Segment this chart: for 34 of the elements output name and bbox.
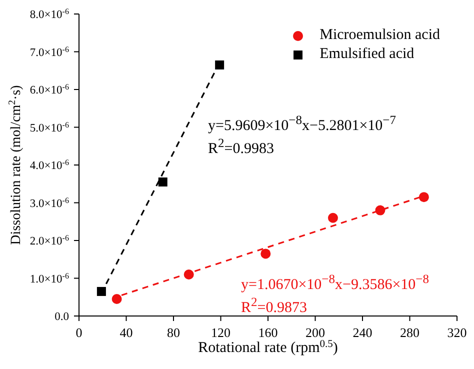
point xyxy=(112,294,122,304)
annotation: R$^{2}$=0.9873 xyxy=(241,295,307,316)
x-tick-label: 280 xyxy=(400,325,420,340)
x-tick-label: 320 xyxy=(447,325,467,340)
x-tick-label: 120 xyxy=(211,325,230,340)
legend-label: Emulsified acid xyxy=(320,46,414,63)
point xyxy=(215,60,224,70)
legend-label: Microemulsion acid xyxy=(320,27,440,44)
point xyxy=(96,286,106,296)
x-axis-title: Rotational rate (rpm$^{0.5}$) xyxy=(198,338,338,356)
y-tick-label: 5.0×10$^{-6}$ xyxy=(30,120,69,134)
point xyxy=(328,212,338,223)
annotation: R$^{2}$=0.9983 xyxy=(208,136,274,157)
y-tick-label: 4.0×10$^{-6}$ xyxy=(30,158,69,172)
y-tick-label: 2.0×10$^{-6}$ xyxy=(30,233,69,248)
x-tick-label: 0 xyxy=(76,325,82,340)
annotation: y=5.9609×10$^{−8}$x−5.2801×10$^{−7}$ xyxy=(208,113,396,134)
y-tick-label: 8.0×10$^{-6}$ xyxy=(30,6,69,21)
y-tick-label: 1.0×10$^{-6}$ xyxy=(30,270,69,286)
point xyxy=(375,205,386,216)
y-tick-label: 6.0×10$^{-6}$ xyxy=(30,82,69,96)
y-tick-label: 7.0×10$^{-6}$ xyxy=(30,44,69,59)
point xyxy=(260,248,271,259)
point xyxy=(418,192,429,202)
x-tick-label: 40 xyxy=(120,325,133,340)
x-tick-label: 80 xyxy=(167,325,180,340)
x-tick-label: 160 xyxy=(258,325,278,340)
point xyxy=(184,269,194,280)
x-tick-label: 240 xyxy=(352,325,372,340)
point xyxy=(158,177,168,186)
y-tick-label: 0.0 xyxy=(54,311,70,323)
y-tick-label: 3.0×10$^{-6}$ xyxy=(30,195,69,210)
annotation: y=1.0670×10$^{−8}$x−9.3586×10$^{−8}$ xyxy=(241,272,429,293)
x-tick-label: 200 xyxy=(306,325,325,340)
